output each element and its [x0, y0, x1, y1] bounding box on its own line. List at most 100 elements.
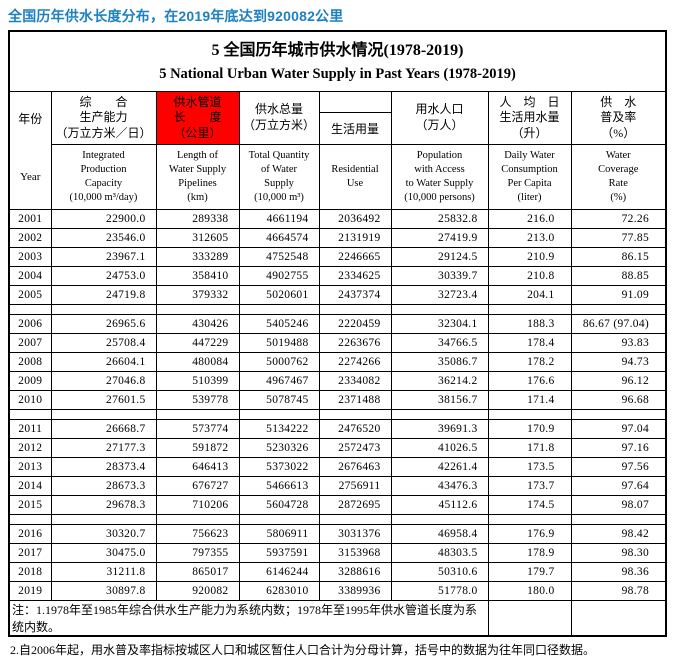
data-cell: 77.85 [570, 228, 667, 248]
data-cell: 48303.5 [390, 543, 489, 563]
year-cell: 2013 [8, 457, 52, 477]
table-row: 2012 27177.3 591872 5230326 2572473 41026.5 17… [8, 438, 667, 458]
data-cell: 32723.4 [390, 285, 489, 305]
table-row: 2014 28673.3 676727 5466613 2756911 43476.3 17… [8, 476, 667, 496]
data-cell: 46958.4 [390, 524, 489, 544]
col-header-pipelines-en: Length of Water Supply Pipelines (km) [155, 144, 240, 210]
data-cell: 204.1 [487, 285, 572, 305]
year-cell: 2010 [8, 390, 52, 410]
data-cell: 39691.3 [390, 419, 489, 439]
data-cell: 3288616 [318, 562, 392, 582]
group-separator-row [8, 304, 667, 315]
data-cell: 24719.8 [50, 285, 157, 305]
year-cell: 2014 [8, 476, 52, 496]
table-note-2: 2.自2006年起，用水普及率指标按城区人口和城区暂住人口合计为分母计算，括号中… [10, 643, 596, 657]
table-row: 2001 22900.0 289338 4661194 2036492 25832.8 21… [8, 209, 667, 229]
data-cell: 173.7 [487, 476, 572, 496]
data-cell: 98.07 [570, 495, 667, 515]
data-cell: 2872695 [318, 495, 392, 515]
empty-cell [390, 304, 489, 315]
data-cell: 178.2 [487, 352, 572, 372]
table-title-row: 5 全国历年城市供水情况(1978-2019) 5 National Urban… [8, 30, 667, 92]
data-cell: 358410 [155, 266, 240, 286]
year-cell: 2008 [8, 352, 52, 372]
col-header-residential-en: Residential Use [318, 144, 392, 210]
data-cell: 4661194 [238, 209, 320, 229]
col-header-per-capita-en: Daily Water Consumption Per Capita (lite… [487, 144, 572, 210]
table-row: 2015 29678.3 710206 5604728 2872695 45112.6 17… [8, 495, 667, 515]
data-cell: 96.12 [570, 371, 667, 391]
data-cell: 91.09 [570, 285, 667, 305]
data-cell: 5806911 [238, 524, 320, 544]
empty-cell [155, 409, 240, 420]
empty-cell [238, 304, 320, 315]
data-cell: 5078745 [238, 390, 320, 410]
data-cell: 210.9 [487, 247, 572, 267]
data-cell: 2036492 [318, 209, 392, 229]
data-cell: 35086.7 [390, 352, 489, 372]
data-cell: 5373022 [238, 457, 320, 477]
data-cell: 5134222 [238, 419, 320, 439]
data-cell: 97.64 [570, 476, 667, 496]
data-cell: 93.83 [570, 333, 667, 353]
data-cell: 34766.5 [390, 333, 489, 353]
data-cell: 539778 [155, 390, 240, 410]
data-cell: 30320.7 [50, 524, 157, 544]
data-cell: 180.0 [487, 581, 572, 601]
table-row: 2002 23546.0 312605 4664574 2131919 27419.9 21… [8, 228, 667, 248]
year-cell: 2006 [8, 314, 52, 334]
empty-cell [390, 514, 489, 525]
data-cell: 2220459 [318, 314, 392, 334]
year-cell: 2011 [8, 419, 52, 439]
data-cell: 26965.6 [50, 314, 157, 334]
col-header-year: 年份 Year [8, 91, 52, 210]
data-cell: 646413 [155, 457, 240, 477]
year-cell: 2012 [8, 438, 52, 458]
data-cell: 4967467 [238, 371, 320, 391]
table-row: 2009 27046.8 510399 4967467 2334082 36214.2 17… [8, 371, 667, 391]
data-cell: 27419.9 [390, 228, 489, 248]
col-header-pipelines-zh-highlighted: 供水管道 长 度 （公里） [155, 91, 240, 145]
data-cell: 25708.4 [50, 333, 157, 353]
data-cell: 176.6 [487, 371, 572, 391]
data-cell: 4664574 [238, 228, 320, 248]
col-header-per-capita-zh: 人 均 日 生活用水量 （升） [487, 91, 572, 145]
data-cell: 86.15 [570, 247, 667, 267]
data-cell: 447229 [155, 333, 240, 353]
col-header-coverage-en: Water Coverage Rate (%) [570, 144, 667, 210]
year-cell: 2017 [8, 543, 52, 563]
data-cell: 96.68 [570, 390, 667, 410]
data-cell: 216.0 [487, 209, 572, 229]
empty-cell [570, 409, 667, 420]
table-row: 2013 28373.4 646413 5373022 2676463 42261.4 17… [8, 457, 667, 477]
data-cell: 213.0 [487, 228, 572, 248]
data-cell: 30897.8 [50, 581, 157, 601]
data-cell: 5020601 [238, 285, 320, 305]
year-cell: 2004 [8, 266, 52, 286]
data-cell: 50310.6 [390, 562, 489, 582]
year-cell: 2007 [8, 333, 52, 353]
year-cell: 2003 [8, 247, 52, 267]
residential-blank-subcell [319, 92, 391, 113]
data-cell: 97.16 [570, 438, 667, 458]
note-row: 注：1.1978年至1985年综合供水生产能力为系统内数；1978年至1995年… [8, 600, 667, 637]
table-row: 2006 26965.6 430426 5405246 2220459 32304.1 18… [8, 314, 667, 334]
data-cell: 2246665 [318, 247, 392, 267]
table-row: 2019 30897.8 920082 6283010 3389936 51778.0 18… [8, 581, 667, 601]
data-cell: 2572473 [318, 438, 392, 458]
data-cell: 32304.1 [390, 314, 489, 334]
data-cell: 42261.4 [390, 457, 489, 477]
col-header-capacity-zh: 综 合 生产能力 （万立方米／日） [50, 91, 157, 145]
empty-cell [318, 304, 392, 315]
table-title-en: 5 National Urban Water Supply in Past Ye… [159, 66, 516, 82]
data-cell: 98.36 [570, 562, 667, 582]
data-cell: 30475.0 [50, 543, 157, 563]
table-row: 2008 26604.1 480084 5000762 2274266 35086.7 17… [8, 352, 667, 372]
data-cell: 2334082 [318, 371, 392, 391]
col-header-year-zh: 年份 [18, 112, 43, 126]
data-cell: 31211.8 [50, 562, 157, 582]
col-header-total-supply-zh: 供水总量 （万立方米） [238, 91, 320, 145]
col-header-population-en: Population with Access to Water Supply (… [390, 144, 489, 210]
col-header-population-zh: 用水人口 （万人） [390, 91, 489, 145]
year-cell: 2015 [8, 495, 52, 515]
